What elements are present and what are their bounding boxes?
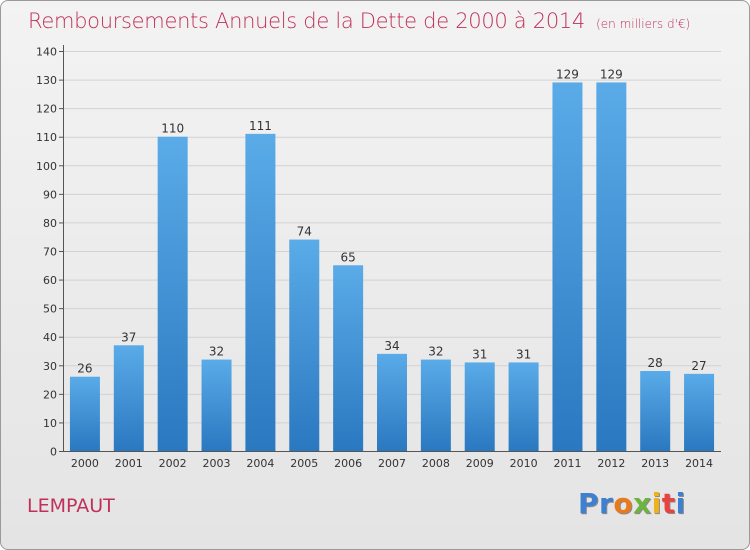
bar — [157, 136, 188, 451]
y-tick-label: 40 — [43, 331, 57, 344]
chart-title: Remboursements Annuels de la Dette de 20… — [28, 9, 690, 33]
y-tick-label: 30 — [43, 360, 57, 373]
bar-value-label: 31 — [472, 347, 487, 361]
y-tick-label: 110 — [36, 131, 57, 144]
bar-value-label: 129 — [600, 67, 623, 81]
bar — [640, 371, 671, 451]
bar — [245, 133, 276, 451]
chart-unit: (en milliers d'€) — [596, 17, 691, 31]
y-tick-label: 50 — [43, 303, 57, 316]
x-tick-label: 2013 — [641, 457, 669, 470]
y-tick-label: 20 — [43, 388, 57, 401]
y-tick-label: 80 — [43, 217, 57, 230]
bar — [464, 362, 495, 451]
proxiti-logo[interactable]: Proxiti — [578, 487, 686, 520]
x-tick-label: 2003 — [203, 457, 231, 470]
x-tick-label: 2000 — [71, 457, 99, 470]
y-tick-label: 0 — [50, 446, 57, 459]
x-tick-label: 2009 — [466, 457, 494, 470]
bar — [333, 265, 364, 451]
y-tick-label: 130 — [36, 74, 57, 87]
x-tick-label: 2010 — [510, 457, 538, 470]
bar — [596, 82, 627, 451]
y-tick-label: 70 — [43, 246, 57, 259]
x-tick-label: 2014 — [685, 457, 713, 470]
axes: 0 10 20 30 40 50 60 70 80 90 100 110 120 130 140 2000 20… — [36, 45, 721, 470]
bar — [201, 359, 232, 451]
y-tick-label: 120 — [36, 103, 57, 116]
logo-letter: o — [613, 487, 634, 520]
x-tick-label: 2006 — [334, 457, 362, 470]
bar — [377, 353, 407, 451]
bar — [508, 362, 539, 451]
x-tick-label: 2004 — [246, 457, 274, 470]
bar-value-label: 34 — [384, 339, 399, 353]
logo-letter: t — [661, 487, 676, 520]
bar-value-label: 26 — [77, 362, 92, 376]
logo-letter: x — [633, 487, 652, 520]
bar-value-label: 110 — [161, 122, 184, 136]
logo-letter: i — [675, 487, 686, 520]
bar-value-label: 65 — [340, 250, 355, 264]
x-tick-label: 2007 — [378, 457, 406, 470]
bar — [289, 239, 320, 451]
chart-title-text: Remboursements Annuels de la Dette de 20… — [28, 9, 585, 33]
bar-value-label: 32 — [209, 345, 224, 359]
bar-value-label: 37 — [121, 330, 136, 344]
bar-value-label: 111 — [249, 119, 272, 133]
bar-value-label: 27 — [691, 359, 706, 373]
x-tick-label: 2011 — [553, 457, 581, 470]
y-tick-label: 60 — [43, 274, 57, 287]
bar-value-label: 32 — [428, 345, 443, 359]
y-tick-label: 100 — [36, 160, 57, 173]
bar — [552, 82, 583, 451]
bars — [69, 82, 715, 451]
x-tick-label: 2005 — [290, 457, 318, 470]
y-tick-label: 90 — [43, 188, 57, 201]
bar — [684, 373, 715, 451]
logo-letter: r — [599, 487, 614, 520]
bar — [69, 376, 100, 451]
x-tick-label: 2008 — [422, 457, 450, 470]
y-tick-label: 10 — [43, 417, 57, 430]
x-tick-label: 2001 — [115, 457, 143, 470]
y-tick-label: 140 — [36, 46, 57, 59]
bar — [113, 345, 144, 451]
town-name: LEMPAUT — [27, 495, 115, 517]
bar-value-label: 129 — [556, 67, 579, 81]
bar-value-label: 74 — [297, 225, 312, 239]
logo-letter: i — [651, 487, 662, 520]
logo-letter: P — [578, 487, 600, 520]
x-tick-label: 2012 — [597, 457, 625, 470]
bar — [420, 359, 451, 451]
bar-value-label: 31 — [516, 347, 531, 361]
bar-value-label: 28 — [648, 356, 663, 370]
data-labels: 26 37 110 32 111 74 65 34 32 31 31 129 129 28 27 — [77, 67, 706, 375]
x-tick-label: 2002 — [159, 457, 187, 470]
